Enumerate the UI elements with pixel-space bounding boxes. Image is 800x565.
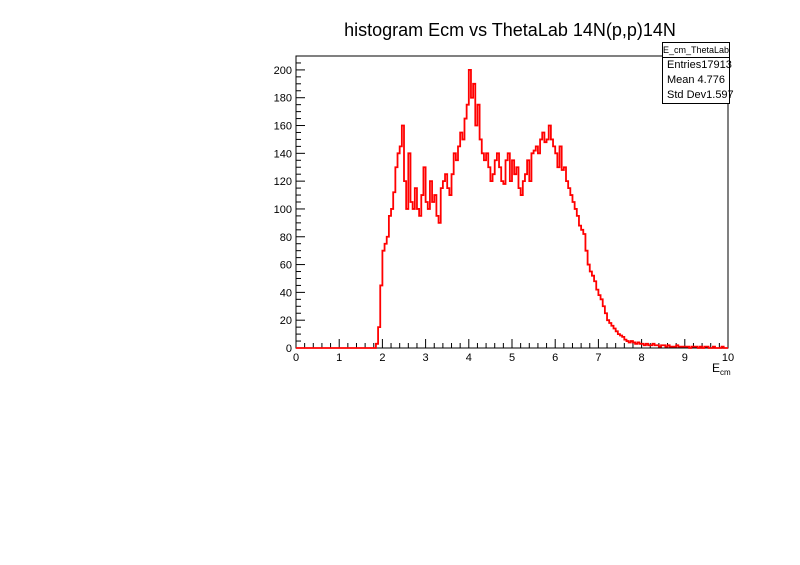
stats-label: Std Dev [667, 89, 707, 101]
y-tick-label: 200 [274, 65, 292, 77]
stats-label: Entries [667, 59, 702, 71]
stats-box: E_cm_ThetaLab_10_12 Entries 17913 Mean 4… [662, 42, 734, 104]
x-tick-label: 7 [595, 352, 601, 364]
y-tick-label: 20 [280, 315, 292, 327]
x-tick-label: 8 [639, 352, 645, 364]
stats-row-mean: Mean 4.776 [663, 73, 729, 88]
stats-value: 17913 [701, 59, 732, 71]
stats-title: E_cm_ThetaLab_10_12 [663, 43, 729, 58]
axes-ticks [295, 62, 729, 349]
stats-value: 4.776 [697, 74, 725, 86]
y-tick-label: 60 [280, 260, 292, 272]
x-tick-label: 3 [423, 352, 429, 364]
y-tick-label: 80 [280, 232, 292, 244]
stats-row-entries: Entries 17913 [663, 58, 732, 73]
stats-row-stddev: Std Dev 1.597 [663, 88, 734, 103]
y-tick-label: 120 [274, 176, 292, 188]
y-tick-label: 40 [280, 287, 292, 299]
x-tick-label: 4 [466, 352, 472, 364]
x-tick-label: 0 [293, 352, 299, 364]
y-tick-label: 180 [274, 93, 292, 105]
y-tick-label: 140 [274, 148, 292, 160]
x-tick-label: 6 [552, 352, 558, 364]
stats-label: Mean [667, 74, 695, 86]
chart-title: histogram Ecm vs ThetaLab 14N(p,p)14N [344, 20, 676, 40]
stats-value: 1.597 [706, 89, 734, 101]
x-axis-label: Ecm [712, 361, 731, 377]
y-tick-label: 100 [274, 204, 292, 216]
x-tick-label: 2 [379, 352, 385, 364]
x-tick-label: 1 [336, 352, 342, 364]
y-tick-label: 160 [274, 121, 292, 133]
histogram-line [296, 69, 728, 349]
y-tick-label: 0 [286, 343, 292, 355]
x-tick-label: 9 [682, 352, 688, 364]
x-tick-label: 5 [509, 352, 515, 364]
x-tick-label: 10 [722, 352, 734, 364]
